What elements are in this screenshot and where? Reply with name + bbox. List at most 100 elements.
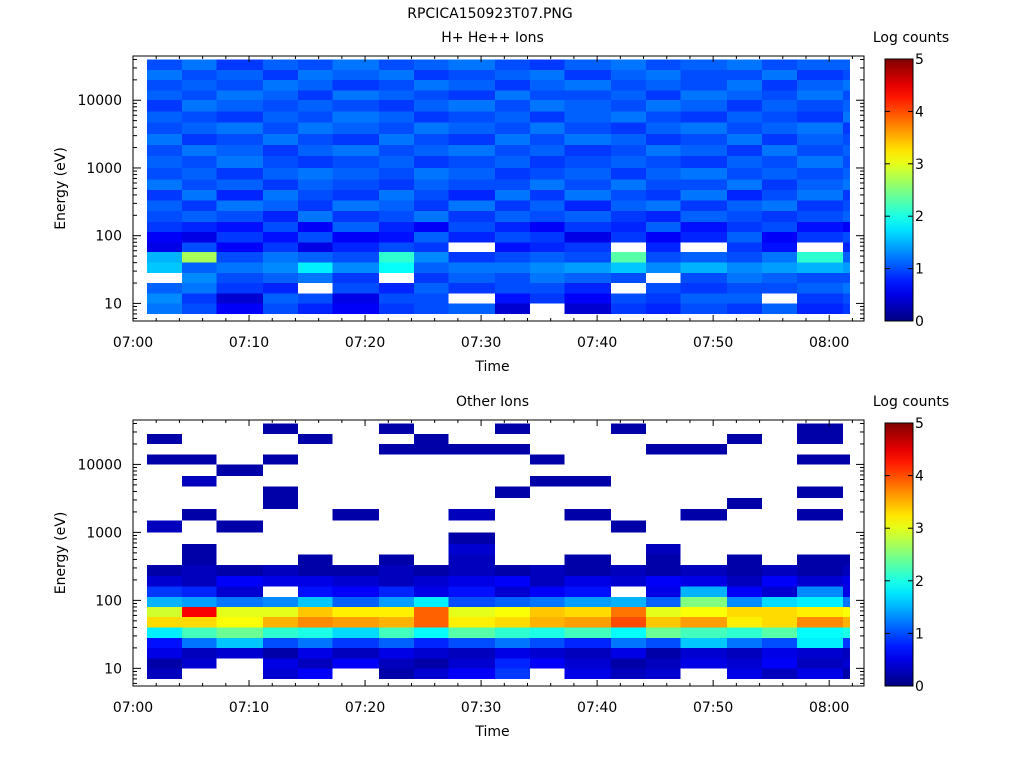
heatmap-cell bbox=[495, 242, 530, 253]
heatmap-cell bbox=[147, 627, 182, 638]
heatmap-cell bbox=[564, 200, 612, 212]
heatmap-cell bbox=[529, 190, 565, 201]
heatmap-cell bbox=[529, 133, 565, 145]
heatmap-cell bbox=[495, 90, 530, 101]
heatmap-cell bbox=[379, 221, 414, 233]
heatmap-cell bbox=[263, 423, 298, 435]
heatmap-cell bbox=[297, 262, 333, 274]
heatmap-cell bbox=[448, 543, 496, 555]
heatmap-cell bbox=[645, 668, 681, 679]
heatmap-cell bbox=[495, 283, 530, 294]
heatmap-cell bbox=[448, 532, 496, 544]
heatmap-cell bbox=[216, 156, 264, 168]
heatmap-cell bbox=[413, 586, 449, 597]
heatmap-cell bbox=[529, 242, 565, 253]
heatmap-cell bbox=[611, 69, 646, 80]
heatmap-cell bbox=[263, 232, 298, 243]
heatmap-cell bbox=[796, 658, 844, 669]
heatmap-cell bbox=[181, 554, 217, 566]
heatmap-cell bbox=[495, 179, 530, 191]
heatmap-cell bbox=[495, 627, 530, 638]
heatmap-cell bbox=[379, 293, 414, 304]
heatmap-cell bbox=[761, 200, 797, 212]
heatmap-cell bbox=[495, 668, 530, 679]
x-tick-label: 08:00 bbox=[809, 700, 849, 716]
heatmap-cell bbox=[843, 252, 850, 263]
heatmap-cell bbox=[216, 122, 264, 134]
heatmap-cell bbox=[147, 454, 182, 465]
heatmap-cell bbox=[843, 133, 850, 145]
heatmap-cell bbox=[181, 647, 217, 659]
heatmap-cell bbox=[332, 221, 380, 233]
heatmap-cell bbox=[263, 211, 298, 222]
heatmap-cell bbox=[263, 179, 298, 191]
heatmap-cell bbox=[611, 90, 646, 101]
x-tick-label: 08:00 bbox=[809, 335, 849, 351]
heatmap-cell bbox=[564, 100, 612, 112]
heatmap-cell bbox=[297, 434, 333, 444]
heatmap-cell bbox=[529, 211, 565, 222]
heatmap-cell bbox=[379, 554, 414, 566]
heatmap-cell bbox=[529, 273, 565, 284]
heatmap-cell bbox=[796, 262, 844, 274]
heatmap-cell bbox=[843, 122, 850, 134]
heatmap-cell bbox=[297, 252, 333, 263]
x-axis-label: Time bbox=[474, 359, 509, 375]
heatmap-cell bbox=[727, 575, 762, 587]
heatmap-cell bbox=[448, 79, 496, 91]
heatmap-cell bbox=[761, 211, 797, 222]
heatmap-cell bbox=[448, 211, 496, 222]
heatmap-cell bbox=[413, 133, 449, 145]
heatmap-cell bbox=[680, 232, 728, 243]
heatmap-cell bbox=[181, 242, 217, 253]
heatmap-cell bbox=[147, 111, 182, 123]
heatmap-cell bbox=[680, 293, 728, 304]
heatmap-cell bbox=[332, 596, 380, 607]
heatmap-cell bbox=[680, 111, 728, 123]
heatmap-cell bbox=[727, 200, 762, 212]
heatmap-cell bbox=[796, 596, 844, 607]
heatmap-cell bbox=[843, 221, 850, 233]
heatmap-cell bbox=[332, 179, 380, 191]
heatmap-cell bbox=[413, 167, 449, 180]
heatmap-cell bbox=[529, 100, 565, 112]
heatmap-cell bbox=[680, 122, 728, 134]
heatmap-cell bbox=[495, 262, 530, 274]
heatmap-cell bbox=[843, 179, 850, 191]
heatmap-cell bbox=[645, 596, 681, 607]
heatmap-cell bbox=[448, 637, 496, 648]
heatmap-cell bbox=[413, 232, 449, 243]
heatmap-cell bbox=[147, 303, 182, 314]
heatmap-cell bbox=[761, 262, 797, 274]
heatmap-cell bbox=[263, 486, 298, 499]
colorbar-tick-label: 0 bbox=[915, 314, 924, 330]
heatmap-cell bbox=[263, 454, 298, 465]
heatmap-cell bbox=[495, 200, 530, 212]
heatmap-cell bbox=[263, 303, 298, 314]
heatmap-cell bbox=[332, 303, 380, 314]
heatmap-cell bbox=[448, 262, 496, 274]
heatmap-cell bbox=[263, 200, 298, 212]
heatmap-cell bbox=[529, 616, 565, 628]
heatmap-cell bbox=[147, 122, 182, 134]
heatmap-cell bbox=[448, 133, 496, 145]
y-tick-label: 10000 bbox=[77, 93, 122, 109]
heatmap-cell bbox=[297, 190, 333, 201]
heatmap-cell bbox=[181, 133, 217, 145]
heatmap-cell bbox=[611, 232, 646, 243]
heatmap-cell bbox=[495, 190, 530, 201]
heatmap-cell bbox=[727, 262, 762, 274]
heatmap-cell bbox=[680, 575, 728, 587]
heatmap-cell bbox=[796, 90, 844, 101]
heatmap-cell bbox=[332, 293, 380, 304]
heatmap-cell bbox=[413, 90, 449, 101]
heatmap-cell bbox=[843, 167, 850, 180]
heatmap-cell bbox=[761, 179, 797, 191]
heatmap-cell bbox=[645, 616, 681, 628]
heatmap-cell bbox=[529, 167, 565, 180]
heatmap-cell bbox=[529, 111, 565, 123]
y-tick-label: 100 bbox=[95, 593, 122, 609]
heatmap-cell bbox=[796, 167, 844, 180]
heatmap-cell bbox=[413, 221, 449, 233]
heatmap-cell bbox=[413, 596, 449, 607]
